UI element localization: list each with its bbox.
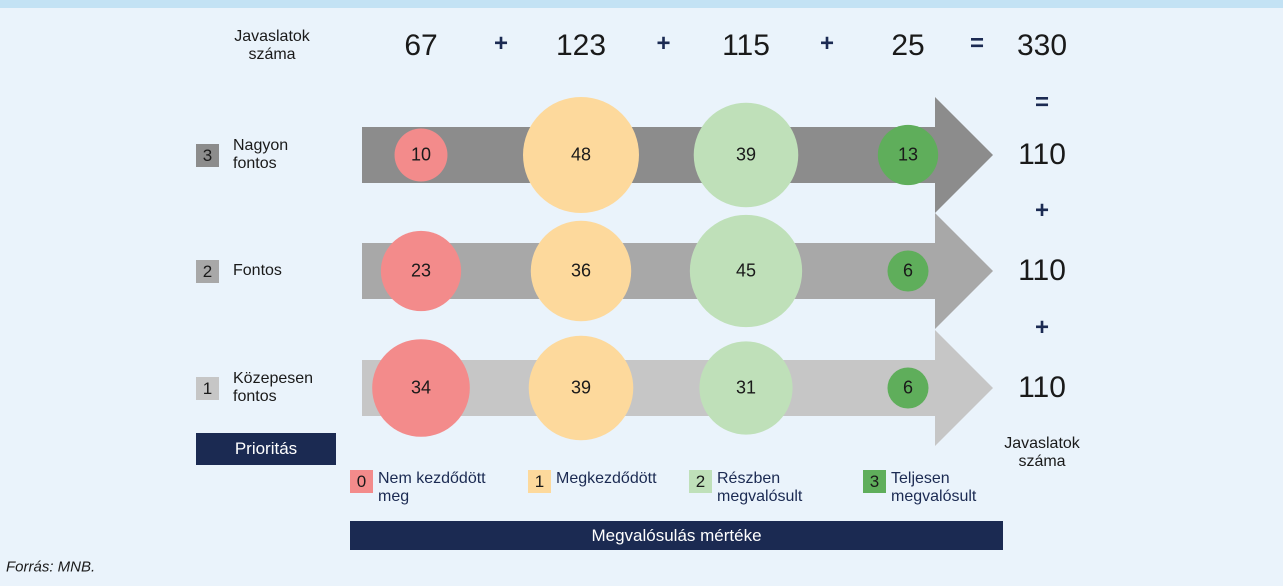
rank-box: 1 <box>196 377 219 400</box>
equals-sign: = <box>969 30 985 57</box>
row-total-label: Javaslatok száma <box>1004 435 1080 470</box>
progress-box: Megvalósulás mértéke <box>350 521 1003 550</box>
priority-box: Prioritás <box>196 433 336 465</box>
legend-label: Teljesen megvalósult <box>891 470 977 505</box>
legend-swatch: 1 <box>528 470 551 493</box>
grand-total: 330 <box>1016 29 1068 62</box>
plus-sign: + <box>819 30 835 57</box>
row-total: 110 <box>1018 371 1066 404</box>
column-total: 25 <box>891 29 925 62</box>
bubble-label: 48 <box>570 144 592 165</box>
bubble-label: 23 <box>410 260 432 281</box>
bubble-label: 6 <box>902 260 914 281</box>
column-total: 115 <box>722 29 770 62</box>
legend-swatch: 3 <box>863 470 886 493</box>
rank-box: 2 <box>196 260 219 283</box>
bubble <box>528 335 634 441</box>
legend-label: Megkezdődött <box>556 470 657 487</box>
bubble <box>877 124 939 186</box>
column-total: 123 <box>555 29 607 62</box>
bubble-label: 39 <box>735 144 757 165</box>
rank-box: 3 <box>196 144 219 167</box>
bubble-label: 6 <box>902 377 914 398</box>
plus-sign: + <box>1034 197 1050 224</box>
bubble <box>380 230 462 312</box>
top-strip <box>0 0 1283 8</box>
bubble-label: 34 <box>410 377 432 398</box>
row-label: Nagyon fontos <box>233 137 289 172</box>
bubble-label: 13 <box>897 144 919 165</box>
bubble-label: 10 <box>410 144 432 165</box>
row-arrow <box>362 97 993 213</box>
bubble <box>372 339 470 437</box>
legend-swatch: 2 <box>689 470 712 493</box>
bubble <box>887 367 929 409</box>
row-total: 110 <box>1018 138 1066 171</box>
column-total-label: Javaslatok száma <box>234 28 310 63</box>
bubble <box>699 341 793 435</box>
row-arrow <box>362 330 993 446</box>
legend-label: Részben megvalósult <box>717 470 803 505</box>
row-label: Közepesen fontos <box>233 370 314 405</box>
row-arrow <box>362 213 993 329</box>
bubble <box>887 250 929 292</box>
plus-sign: + <box>493 30 509 57</box>
bubble-label: 31 <box>735 377 757 398</box>
equals-sign: = <box>1034 89 1050 116</box>
bubble <box>394 128 448 182</box>
column-total: 67 <box>404 29 438 62</box>
source-note: Forrás: MNB. <box>6 558 96 576</box>
bubble-label: 39 <box>570 377 592 398</box>
bubble-label: 45 <box>735 260 757 281</box>
bubble <box>689 214 803 328</box>
plus-sign: + <box>1034 313 1050 341</box>
bubble <box>530 220 632 322</box>
plus-sign: + <box>656 30 671 57</box>
row-label: Fontos <box>233 262 282 279</box>
bubble <box>523 97 639 213</box>
bubble-label: 36 <box>570 260 592 281</box>
bubble <box>693 102 799 208</box>
row-total: 110 <box>1018 254 1066 287</box>
legend-swatch: 0 <box>350 470 373 493</box>
legend-label: Nem kezdődött meg <box>378 470 486 505</box>
